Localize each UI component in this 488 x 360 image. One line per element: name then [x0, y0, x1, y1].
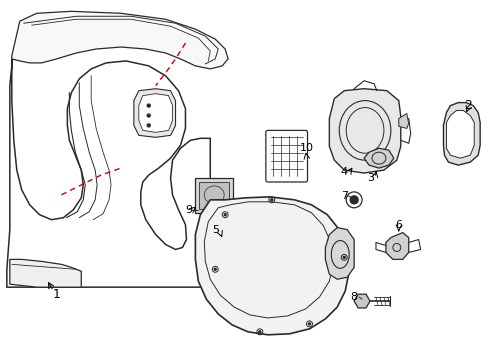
Text: 5: 5 — [211, 225, 218, 235]
Circle shape — [147, 124, 150, 127]
Circle shape — [270, 199, 272, 201]
Text: 3: 3 — [367, 173, 374, 183]
Circle shape — [308, 323, 310, 325]
Polygon shape — [10, 260, 81, 287]
Circle shape — [349, 196, 357, 204]
Polygon shape — [12, 11, 228, 69]
Polygon shape — [195, 178, 233, 213]
Polygon shape — [139, 94, 172, 132]
Polygon shape — [134, 89, 175, 137]
Polygon shape — [7, 59, 210, 287]
Polygon shape — [443, 103, 479, 165]
Circle shape — [343, 256, 345, 258]
Text: 6: 6 — [394, 220, 402, 230]
Text: 8: 8 — [350, 292, 357, 302]
Polygon shape — [199, 182, 229, 209]
Circle shape — [214, 268, 216, 270]
Polygon shape — [325, 228, 353, 279]
Text: 7: 7 — [340, 191, 347, 201]
Text: 4: 4 — [340, 167, 347, 177]
Text: 2: 2 — [464, 99, 471, 112]
Polygon shape — [364, 148, 393, 168]
Polygon shape — [353, 294, 369, 308]
Polygon shape — [195, 197, 348, 335]
Text: 9: 9 — [184, 205, 192, 215]
Circle shape — [147, 114, 150, 117]
Text: 1: 1 — [52, 288, 61, 301]
Polygon shape — [385, 233, 408, 260]
Circle shape — [147, 104, 150, 107]
Text: 10: 10 — [299, 143, 313, 153]
Circle shape — [224, 214, 225, 216]
Circle shape — [258, 331, 260, 333]
Polygon shape — [328, 89, 400, 173]
Polygon shape — [446, 111, 473, 158]
FancyBboxPatch shape — [265, 130, 307, 182]
Polygon shape — [398, 113, 408, 129]
